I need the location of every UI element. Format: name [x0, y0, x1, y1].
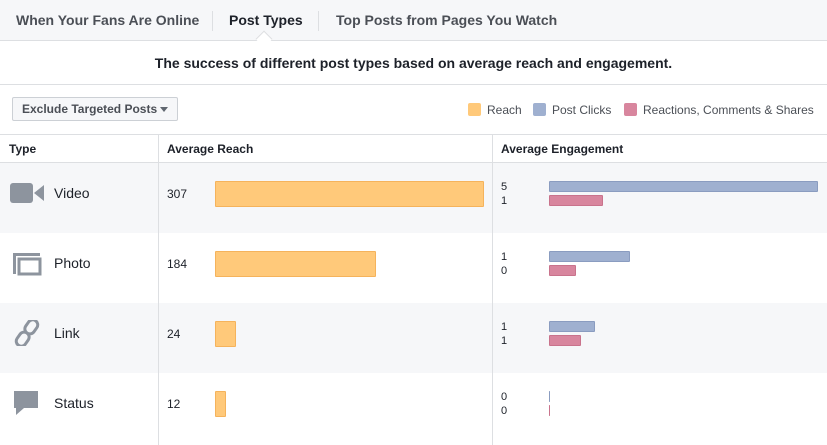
- post-clicks-bar: [549, 181, 818, 192]
- post-clicks-value: 1: [501, 321, 508, 333]
- reach-bar: [215, 251, 376, 277]
- link-icon: [14, 320, 40, 346]
- exclude-targeted-posts-dropdown[interactable]: Exclude Targeted Posts: [12, 97, 178, 121]
- reach-value: 12: [167, 397, 181, 411]
- column-divider: [158, 134, 159, 445]
- post-clicks-bar: [549, 391, 550, 402]
- column-divider: [492, 134, 493, 445]
- reach-value: 307: [167, 187, 188, 201]
- table-row: [0, 233, 827, 303]
- reactions-bar: [549, 405, 550, 416]
- tab-divider: [212, 11, 213, 31]
- legend-label: Post Clicks: [552, 103, 612, 117]
- post-clicks-value: 0: [501, 391, 508, 403]
- reactions-bar: [549, 195, 603, 206]
- tab-post-types[interactable]: Post Types: [229, 12, 303, 28]
- caret-down-icon: [160, 107, 168, 112]
- reach-bar: [215, 391, 226, 417]
- reactions-bar: [549, 335, 581, 346]
- post-types-table: Type Average Reach Average Engagement Vi…: [0, 134, 827, 445]
- reactions-value: 0: [501, 405, 508, 417]
- type-label-video: Video: [54, 185, 90, 201]
- post-clicks-swatch: [533, 103, 546, 116]
- section-subtitle: The success of different post types base…: [0, 41, 827, 85]
- legend-label: Reach: [487, 103, 522, 117]
- table-row: [0, 373, 827, 443]
- column-header-average-engagement: Average Engagement: [501, 142, 624, 156]
- tab-top-posts[interactable]: Top Posts from Pages You Watch: [336, 12, 558, 28]
- reactions-bar: [549, 265, 576, 276]
- type-label-status: Status: [54, 395, 94, 411]
- reach-bar: [215, 181, 484, 207]
- reach-swatch: [468, 103, 481, 116]
- reactions-value: 1: [501, 195, 508, 207]
- reactions-swatch: [624, 103, 637, 116]
- table-header: Type Average Reach Average Engagement: [0, 134, 827, 163]
- photo-icon: [13, 253, 42, 276]
- reactions-value: 1: [501, 335, 508, 347]
- column-header-average-reach: Average Reach: [167, 142, 254, 156]
- post-clicks-value: 1: [501, 251, 508, 263]
- post-clicks-bar: [549, 251, 630, 262]
- tab-divider: [318, 11, 319, 31]
- type-label-link: Link: [54, 325, 80, 341]
- reach-value: 184: [167, 257, 188, 271]
- tab-when-fans-online[interactable]: When Your Fans Are Online: [16, 12, 200, 28]
- speech-bubble-icon: [14, 391, 38, 415]
- column-header-type: Type: [9, 142, 37, 156]
- post-clicks-bar: [549, 321, 595, 332]
- reactions-value: 0: [501, 265, 508, 277]
- reach-value: 24: [167, 327, 181, 341]
- tab-bar: When Your Fans Are Online Post Types Top…: [0, 0, 827, 48]
- legend-label: Reactions, Comments & Shares: [643, 103, 814, 117]
- video-camera-icon: [10, 183, 44, 203]
- table-row: [0, 303, 827, 373]
- post-clicks-value: 5: [501, 181, 508, 193]
- reach-bar: [215, 321, 236, 347]
- dropdown-label: Exclude Targeted Posts: [22, 102, 158, 116]
- type-label-photo: Photo: [54, 255, 91, 271]
